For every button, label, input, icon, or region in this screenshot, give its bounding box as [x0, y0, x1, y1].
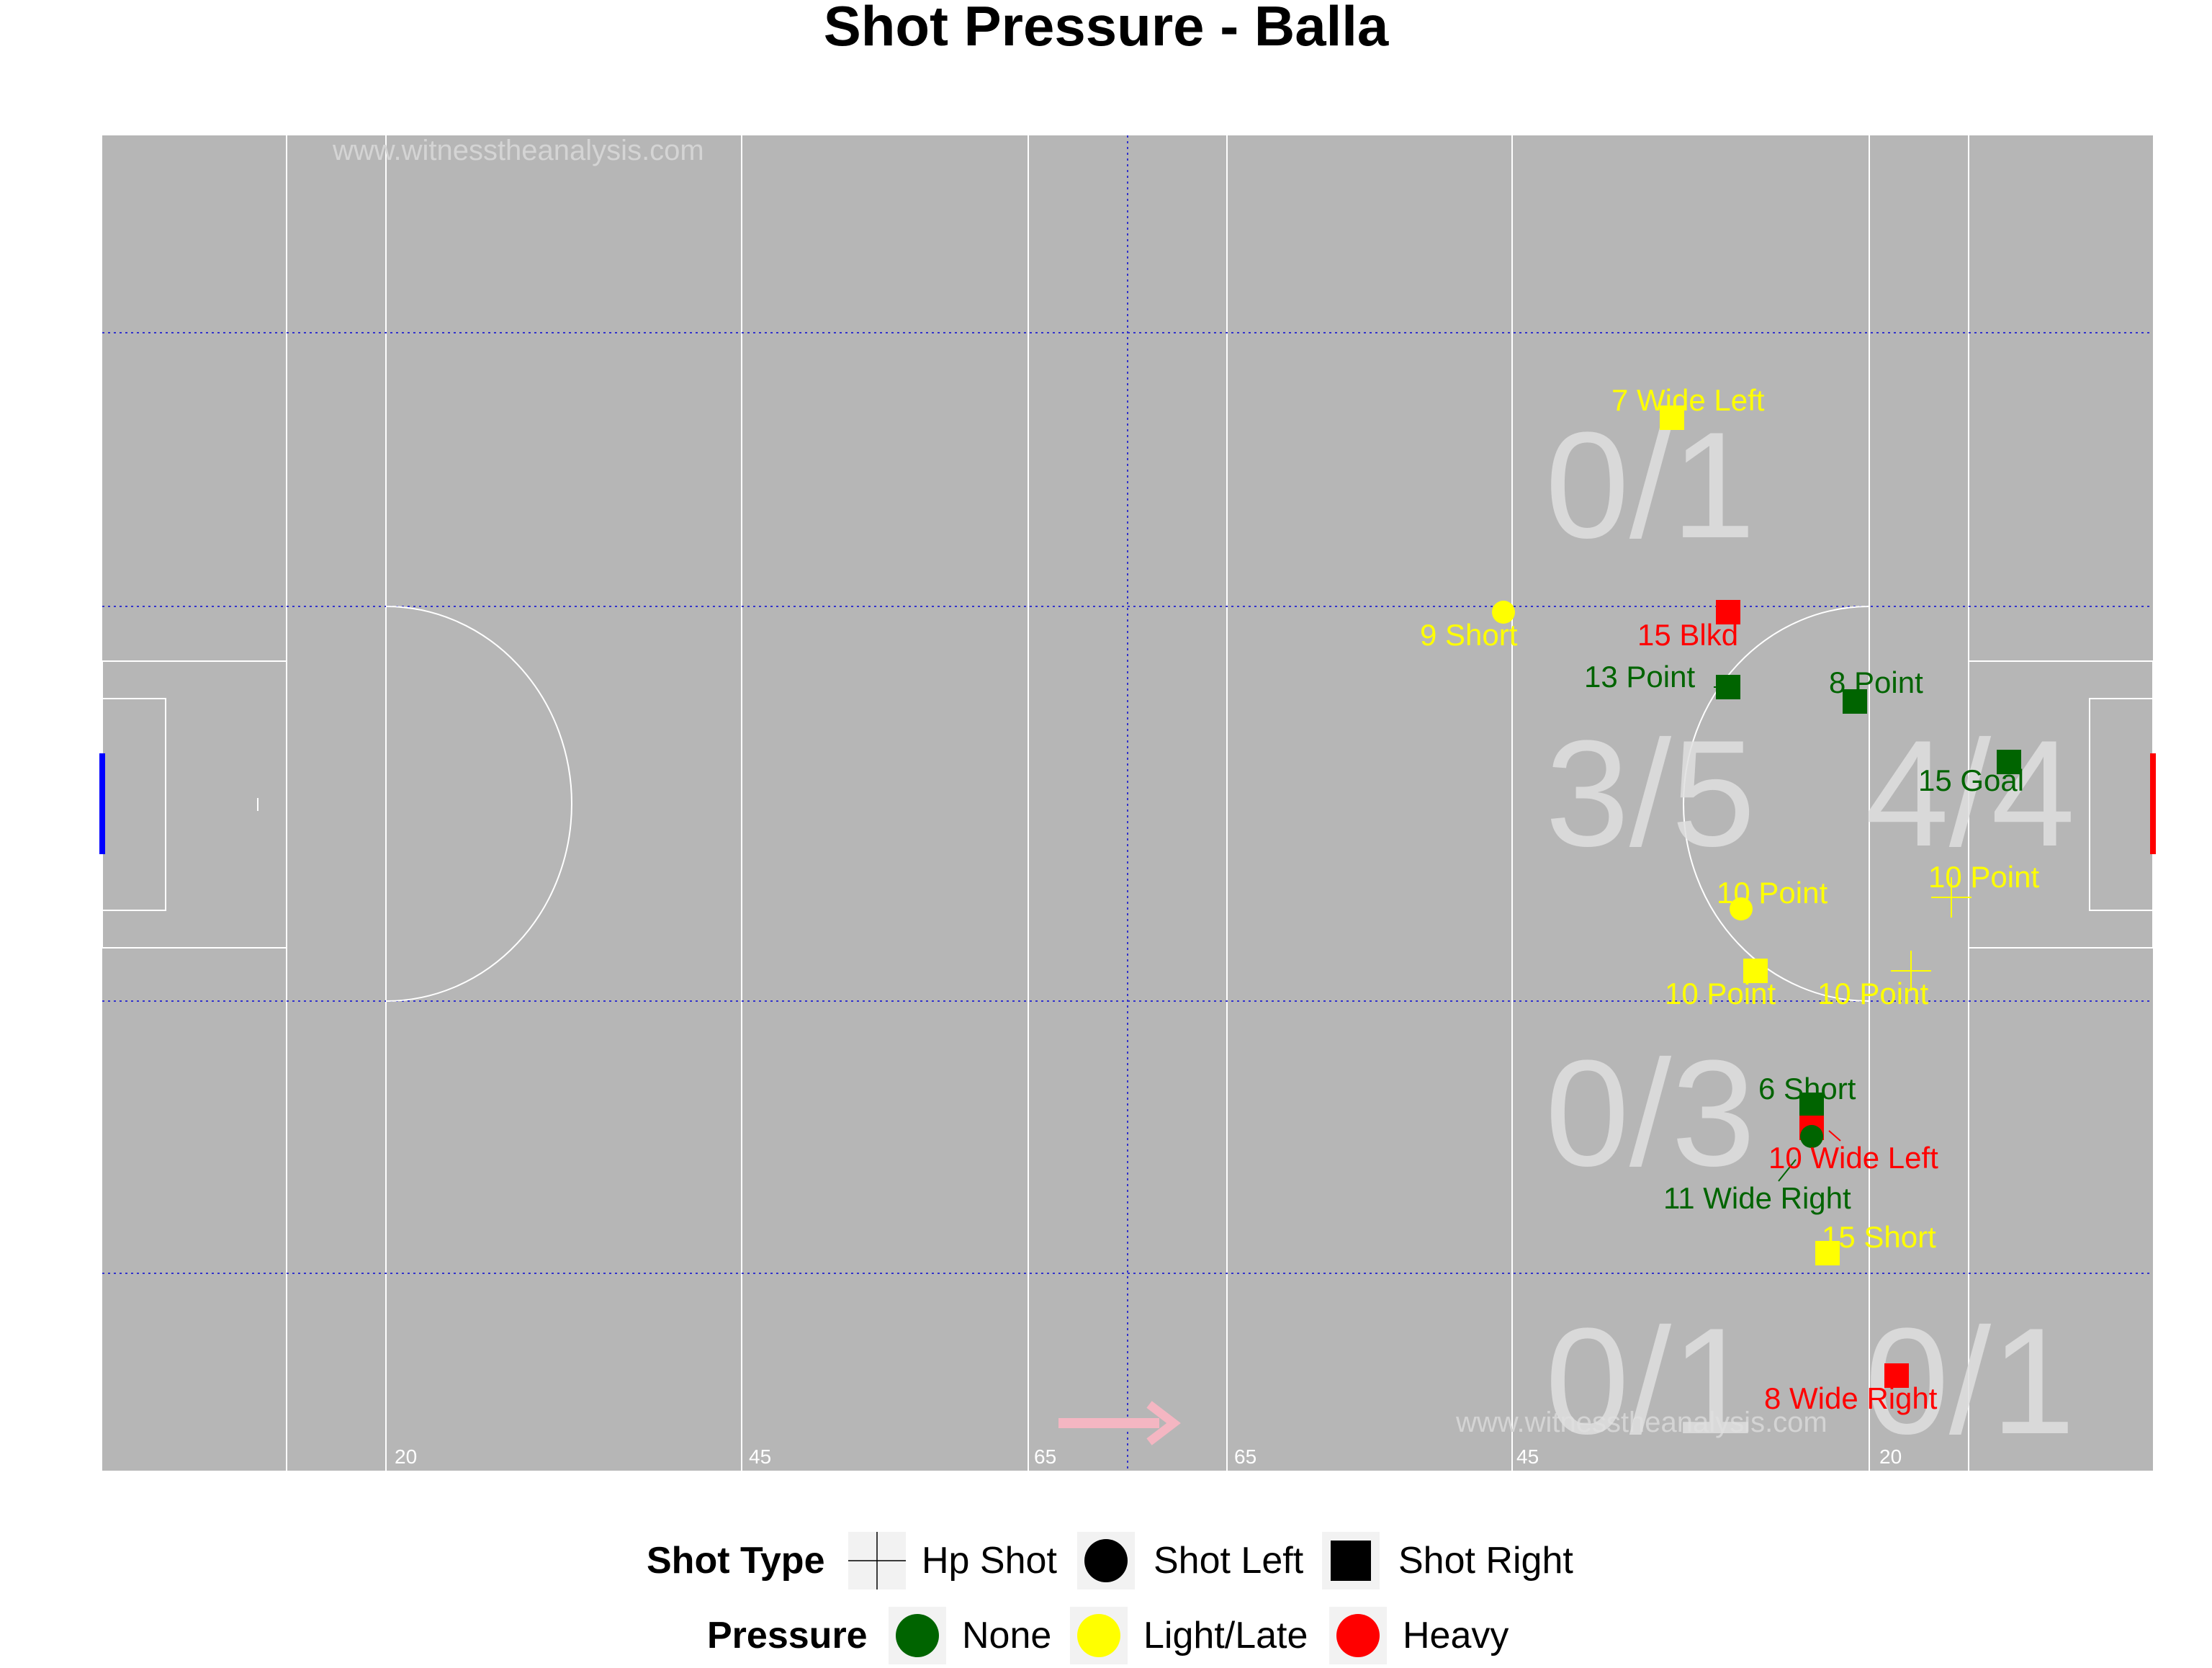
- distance-mark-2: 65: [1034, 1445, 1056, 1468]
- shot-label-14: 8 Wide Right: [1764, 1381, 1938, 1415]
- distance-mark-4: 45: [1516, 1445, 1539, 1468]
- direction-arrow-head: [1146, 1401, 1181, 1445]
- shot-label-5: 15 Goal: [1918, 763, 2024, 797]
- zone-stat-2: 4/4: [1865, 709, 2075, 878]
- legend-pressure: Pressure None Light/Late Heavy: [0, 1603, 2212, 1668]
- shot-label-1: 9 Short: [1420, 618, 1518, 652]
- shot-label-2: 15 Blkd: [1637, 618, 1738, 652]
- shot-marker-10: [1799, 1093, 1824, 1117]
- legend-key-shot-right: [1322, 1532, 1380, 1589]
- legend-label-light-late: Light/Late: [1143, 1615, 1308, 1656]
- zone-stat-1: 3/5: [1545, 709, 1755, 878]
- chart-title: Shot Pressure - Balla: [823, 0, 1389, 58]
- shot-label-12: 11 Wide Right: [1663, 1181, 1851, 1215]
- shot-marker-13: [1815, 1241, 1840, 1265]
- shot-marker-8: [1743, 959, 1768, 983]
- legend-label-none: None: [962, 1615, 1052, 1656]
- zone-stat-0: 0/1: [1545, 400, 1755, 570]
- legend-label-heavy: Heavy: [1403, 1615, 1509, 1656]
- left-arc: [385, 606, 572, 1002]
- shot-label-9: 10 Point: [1817, 977, 1928, 1010]
- shot-label-3: 13 Point: [1584, 660, 1695, 694]
- shot-marker-7: [1730, 897, 1753, 920]
- heavy-pressure-icon: [1336, 1614, 1380, 1657]
- legend-label-hp-shot: Hp Shot: [922, 1540, 1057, 1582]
- right-arc: [1683, 606, 1870, 1002]
- shot-label-8: 10 Point: [1665, 977, 1776, 1010]
- shot-label-6: 10 Point: [1928, 860, 2039, 894]
- pitch-background: [102, 135, 2153, 1471]
- distance-mark-1: 45: [749, 1445, 771, 1468]
- leader-line-0: [1828, 1130, 1841, 1142]
- legend-shot-type-title: Shot Type: [647, 1540, 825, 1582]
- shot-right-icon: [1331, 1541, 1371, 1581]
- leader-line-1: [1778, 1159, 1797, 1182]
- shot-label-7: 10 Point: [1717, 876, 1827, 910]
- zone-stat-4: 0/1: [1545, 1296, 1755, 1466]
- distance-mark-5: 20: [1879, 1445, 1902, 1468]
- legend-key-shot-left: [1077, 1532, 1135, 1589]
- shot-marker-0: [1660, 405, 1684, 430]
- legend-key-heavy: [1329, 1607, 1387, 1664]
- shot-marker-12: [1800, 1125, 1823, 1148]
- distance-mark-0: 20: [395, 1445, 417, 1468]
- shot-label-11: 10 Wide Left: [1768, 1141, 1938, 1175]
- none-pressure-icon: [896, 1614, 939, 1657]
- legend-key-light-late: [1070, 1607, 1128, 1664]
- shot-marker-1: [1492, 601, 1515, 624]
- zone-stat-3: 0/3: [1545, 1028, 1755, 1198]
- shot-label-0: 7 Wide Left: [1611, 383, 1765, 417]
- legend-key-none: [889, 1607, 946, 1664]
- shot-marker-4: [1843, 689, 1867, 714]
- legend-pressure-title: Pressure: [707, 1615, 868, 1656]
- distance-mark-3: 65: [1234, 1445, 1256, 1468]
- legend-label-shot-left: Shot Left: [1154, 1540, 1304, 1582]
- legend-label-shot-right: Shot Right: [1398, 1540, 1573, 1582]
- light-late-pressure-icon: [1077, 1614, 1120, 1657]
- legend-shot-type: Shot Type Hp Shot Shot Left Shot Right: [0, 1528, 2212, 1593]
- legend-key-hp-shot: [848, 1532, 906, 1589]
- shot-label-10: 6 Short: [1758, 1072, 1856, 1106]
- watermark-top: www.witnesstheanalysis.com: [332, 135, 704, 166]
- hp-shot-icon: [848, 1532, 906, 1589]
- shot-label-13: 15 Short: [1822, 1220, 1936, 1254]
- shot-marker-2: [1716, 600, 1740, 624]
- shot-label-4: 8 Point: [1829, 665, 1923, 699]
- shot-left-icon: [1084, 1539, 1128, 1582]
- watermark-bottom: www.witnesstheanalysis.com: [1455, 1407, 1827, 1438]
- shot-marker-5: [1997, 750, 2021, 774]
- shot-marker-14: [1884, 1363, 1909, 1388]
